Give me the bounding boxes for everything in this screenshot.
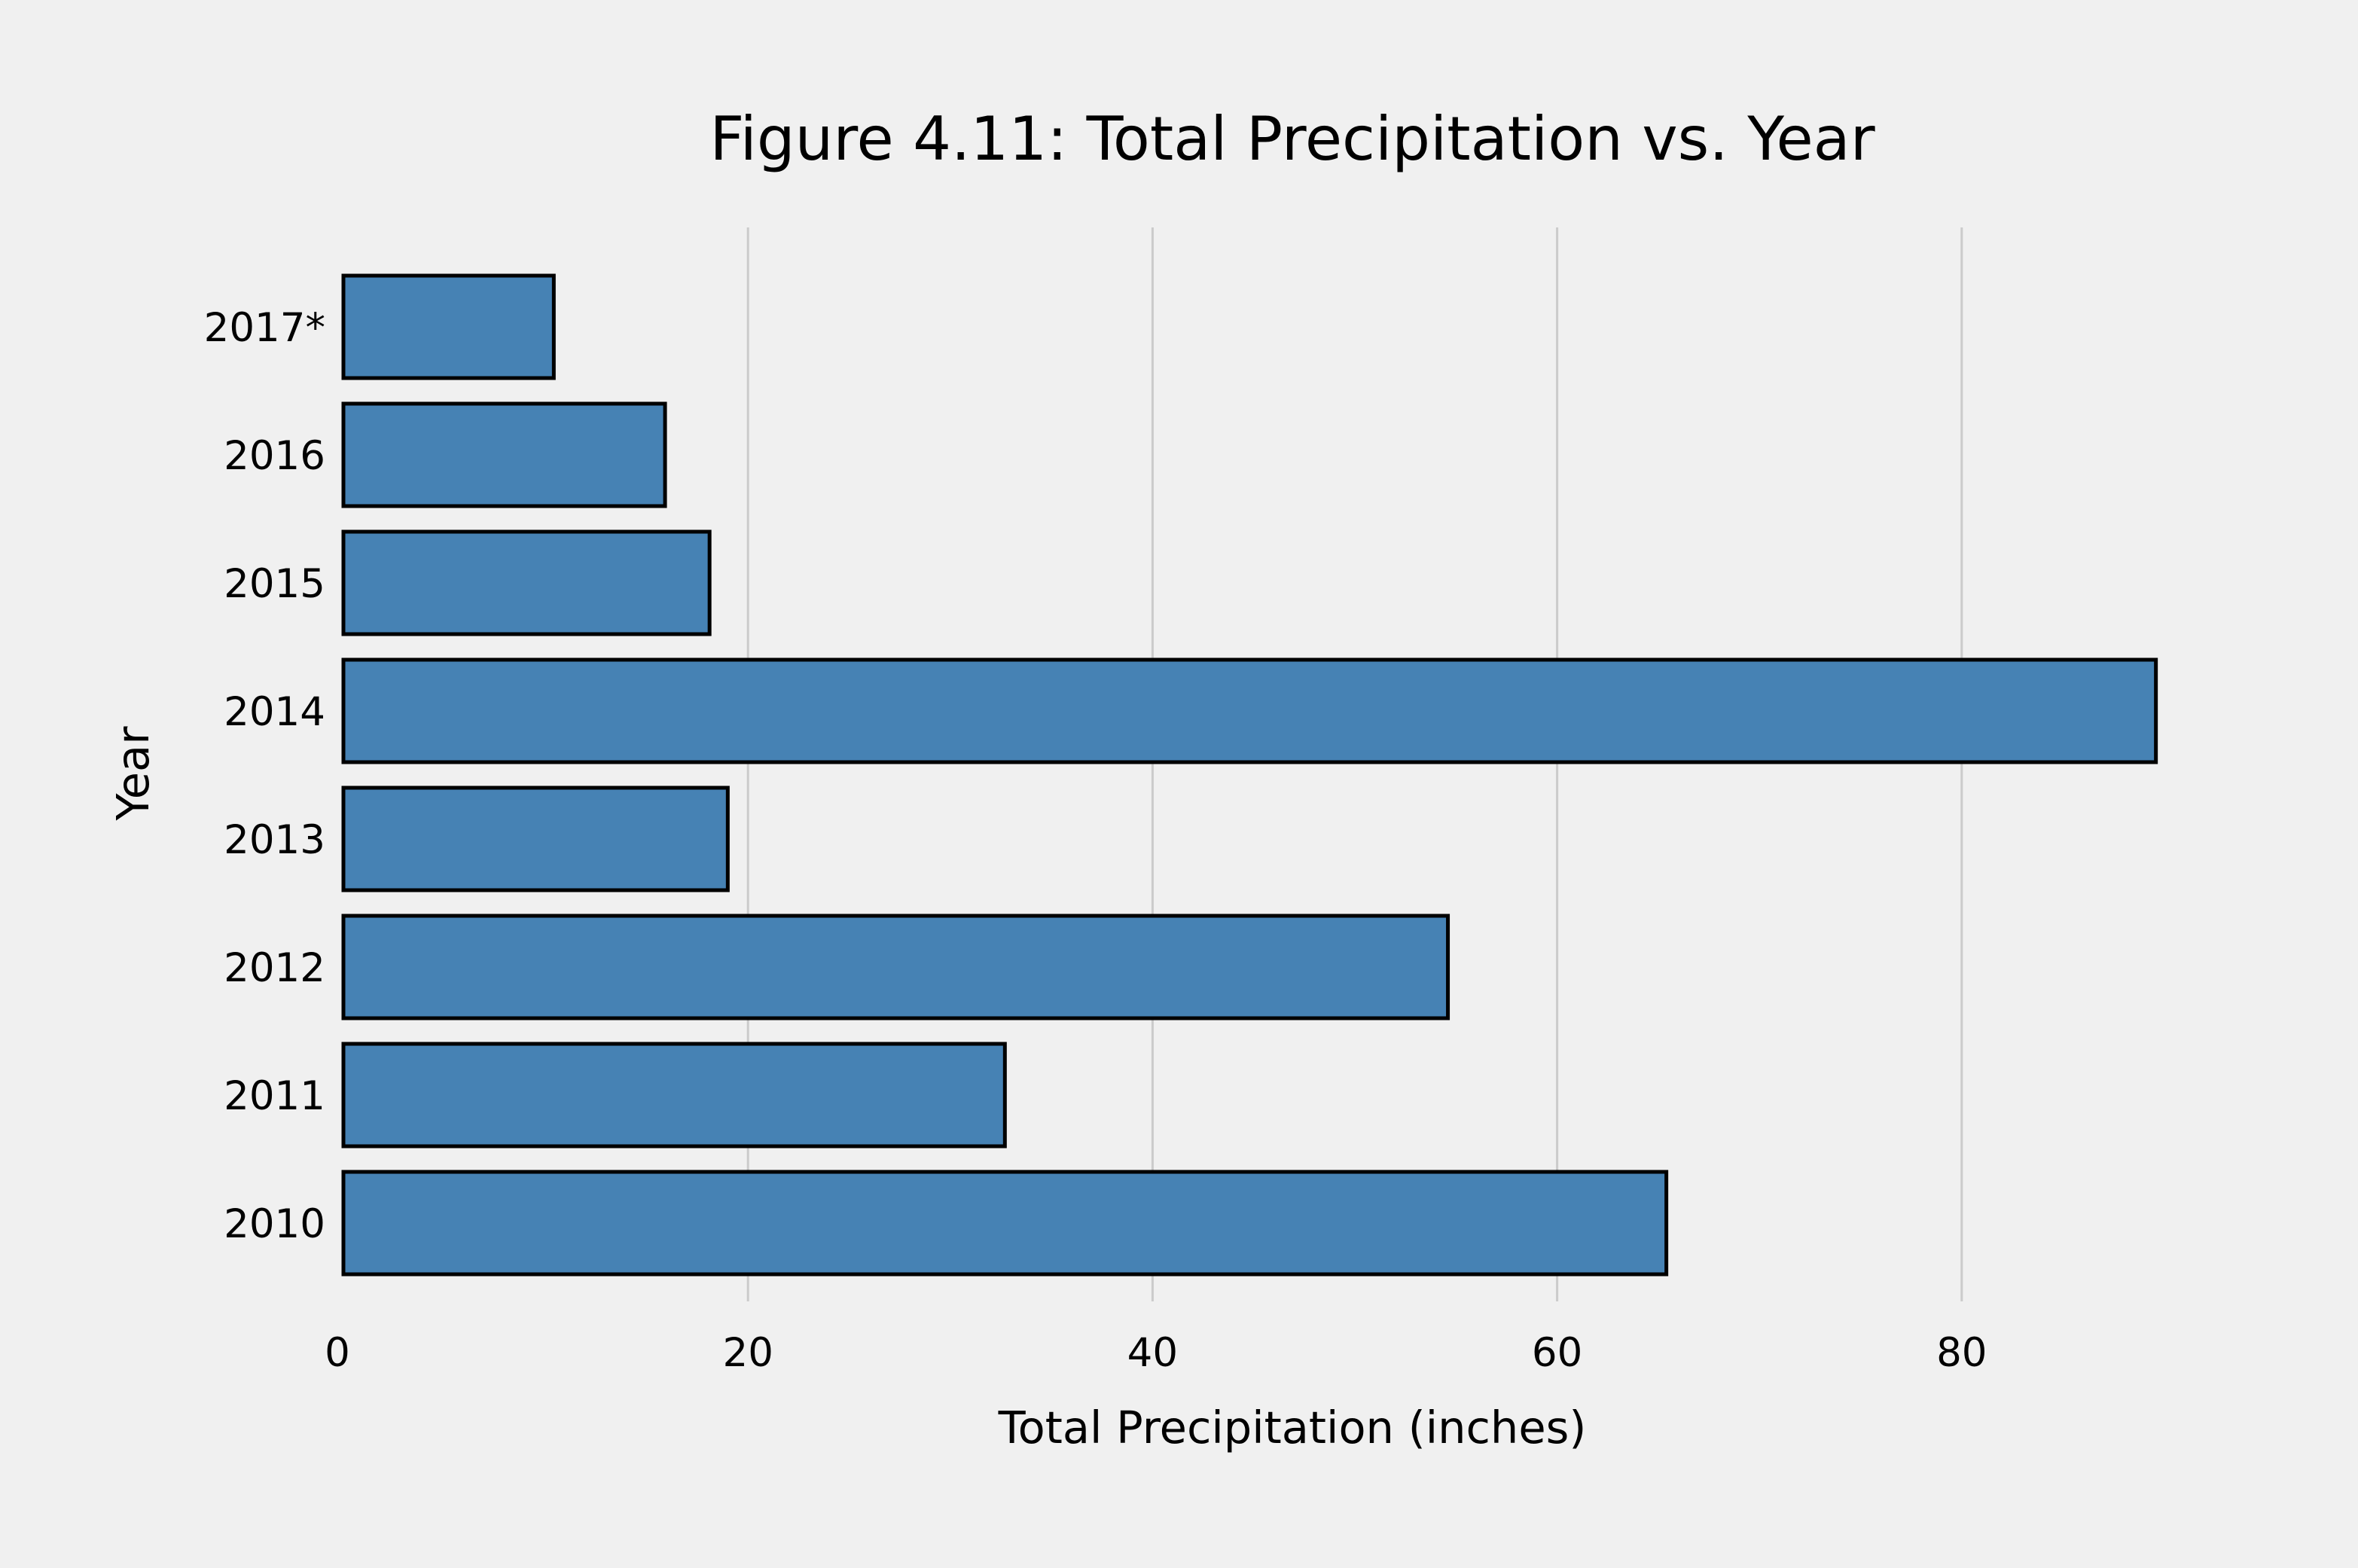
y-tick-label: 2013 [224, 817, 325, 863]
x-tick-label: 20 [722, 1330, 773, 1376]
y-tick-label: 2010 [224, 1201, 325, 1247]
y-tick-label: 2011 [224, 1073, 325, 1119]
y-tick-label: 2015 [224, 561, 325, 607]
y-tick-label: 2012 [224, 945, 325, 991]
y-tick-label: 2014 [224, 689, 325, 735]
y-tick-label: 2017* [204, 305, 325, 351]
bar-2017-star [341, 273, 556, 380]
bar-2012 [341, 914, 1450, 1020]
y-axis-label: Year [107, 726, 159, 822]
bar-2015 [341, 529, 712, 636]
chart-title: Figure 4.11: Total Precipitation vs. Yea… [709, 104, 1875, 174]
x-tick-label: 0 [325, 1330, 350, 1376]
x-tick-label: 80 [1936, 1330, 1987, 1376]
bar-2016 [341, 401, 667, 508]
x-tick-label: 60 [1532, 1330, 1582, 1376]
y-axis-ticks: 2010 2011 2012 2013 2014 2015 2016 2017* [204, 305, 325, 1247]
bars [341, 273, 2158, 1277]
y-tick-label: 2016 [224, 433, 325, 479]
x-tick-label: 40 [1127, 1330, 1178, 1376]
bar-2013 [341, 786, 730, 892]
bar-2014 [341, 657, 2158, 764]
bar-2010 [341, 1170, 1669, 1277]
x-axis-ticks: 0 20 40 60 80 [325, 1330, 1987, 1376]
x-axis-label: Total Precipitation (inches) [998, 1402, 1587, 1454]
bar-2011 [341, 1042, 1007, 1149]
